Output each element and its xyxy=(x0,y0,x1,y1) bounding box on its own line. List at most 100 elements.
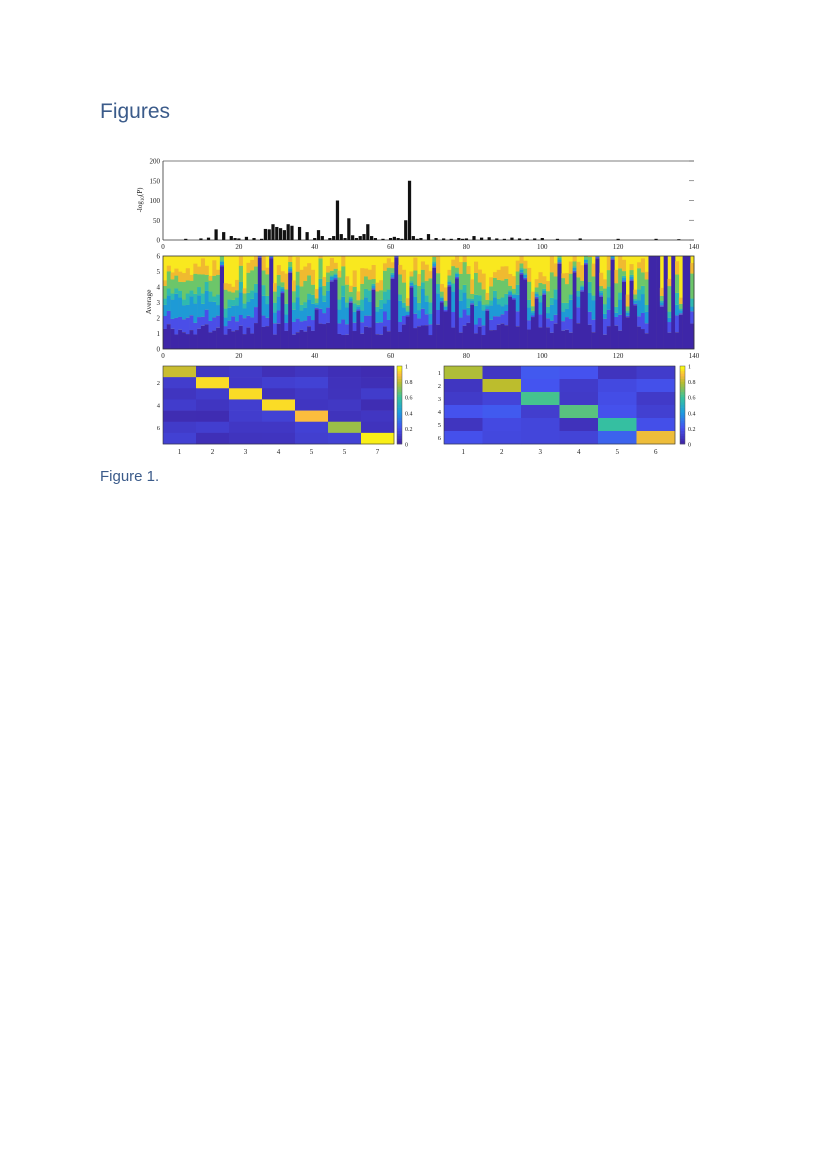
stack-segment xyxy=(193,334,198,349)
stack-segment xyxy=(428,335,433,349)
stack-segment xyxy=(341,319,346,336)
stack-segment xyxy=(568,332,573,349)
stack-segment xyxy=(580,280,585,286)
stack-segment xyxy=(409,287,414,349)
stack-segment xyxy=(610,256,615,259)
stack-segment xyxy=(470,300,475,304)
bar xyxy=(487,237,491,240)
stack-segment xyxy=(284,330,289,349)
stack-segment xyxy=(242,288,247,294)
stack-segment xyxy=(538,272,543,283)
stack-segment xyxy=(515,271,520,285)
stack-segment xyxy=(633,299,638,301)
stack-segment xyxy=(219,256,224,261)
stack-segment xyxy=(204,281,209,291)
stack-segment xyxy=(428,313,433,325)
stack-segment xyxy=(496,298,501,305)
heatmap-cell xyxy=(295,377,329,389)
stack-segment xyxy=(329,275,334,277)
bar-chart-panel: 200 150 100 50 00 20 40 60 80 100 120 140 -log10(P) xyxy=(136,158,700,252)
stack-segment xyxy=(621,280,627,282)
stack-segment xyxy=(466,266,471,275)
stack-segment xyxy=(572,270,577,273)
stack-segment xyxy=(193,263,198,274)
stack-segment xyxy=(390,268,395,273)
heatmap-cell xyxy=(598,379,637,393)
stack-segment xyxy=(212,301,217,318)
stack-segment xyxy=(265,326,270,349)
stack-segment xyxy=(587,324,592,349)
stack-segment xyxy=(163,304,168,317)
stack-segment xyxy=(675,274,680,293)
stack-segment xyxy=(307,275,312,294)
stack-segment xyxy=(280,282,285,287)
bar xyxy=(461,238,465,240)
stack-segment xyxy=(481,273,486,290)
heatmap-cell xyxy=(262,366,296,378)
stack-segment xyxy=(405,316,410,349)
stack-segment xyxy=(310,269,316,285)
colorbar-segment xyxy=(397,381,402,385)
stack-segment xyxy=(549,297,554,305)
stack-segment xyxy=(329,281,334,349)
stack-segment xyxy=(580,286,585,291)
stack-segment xyxy=(466,298,471,308)
stack-segment xyxy=(333,273,338,275)
stack-segment xyxy=(265,317,270,327)
stack-segment xyxy=(690,323,695,349)
stack-segment xyxy=(326,322,331,349)
stack-segment xyxy=(481,304,486,311)
stack-segment xyxy=(485,310,490,349)
stack-segment xyxy=(390,262,395,269)
stack-segment xyxy=(382,303,388,312)
stack-segment xyxy=(197,274,202,288)
stack-segment xyxy=(401,307,407,316)
bar-x-tick-label: 60 xyxy=(387,243,395,251)
stack-segment xyxy=(606,297,611,310)
stack-segment xyxy=(333,274,338,279)
stack-segment xyxy=(329,276,334,281)
stack-segment xyxy=(348,301,353,303)
stack-segment xyxy=(318,308,323,324)
stack-segment xyxy=(371,264,376,280)
stack-segment xyxy=(310,303,316,321)
stack-segment xyxy=(223,326,228,335)
stack-segment xyxy=(500,323,505,349)
heatmap-cell xyxy=(328,410,362,423)
stack-segment xyxy=(451,327,456,349)
stack-segment xyxy=(591,295,596,301)
stack-segment xyxy=(470,293,475,299)
colorbar-segment xyxy=(680,431,685,434)
stack-segment xyxy=(474,324,479,334)
stack-segment xyxy=(481,335,486,349)
stack-segment xyxy=(219,264,224,267)
stack-segment xyxy=(189,274,194,281)
bar xyxy=(282,230,286,240)
bar-x-tick-label: 20 xyxy=(235,243,243,251)
colorbar-segment xyxy=(397,366,402,369)
heatmap-y-tick-label: 2 xyxy=(157,380,160,387)
stack-segment xyxy=(375,334,380,349)
stack-segment xyxy=(265,274,270,296)
stack-segment xyxy=(428,324,433,336)
colorbar-tick-label: 0.8 xyxy=(688,380,696,386)
heatmap-x-tick-label: 3 xyxy=(244,448,248,456)
stack-segment xyxy=(208,332,213,349)
stack-segment xyxy=(474,261,479,273)
stack-segment xyxy=(272,302,278,313)
stack-segment xyxy=(644,323,649,334)
stack-segment xyxy=(223,334,228,349)
stack-segment xyxy=(193,303,198,323)
stack-segment xyxy=(519,256,524,264)
bar xyxy=(199,238,203,240)
stack-segment xyxy=(523,274,528,278)
stack-segment xyxy=(519,263,524,269)
stack-segment xyxy=(424,295,429,302)
stack-segment xyxy=(599,272,604,287)
stack-segment xyxy=(178,297,183,317)
stack-segment xyxy=(303,280,308,303)
stack-segment xyxy=(424,281,429,296)
stack-segment xyxy=(329,257,334,271)
stack-segment xyxy=(458,332,463,349)
